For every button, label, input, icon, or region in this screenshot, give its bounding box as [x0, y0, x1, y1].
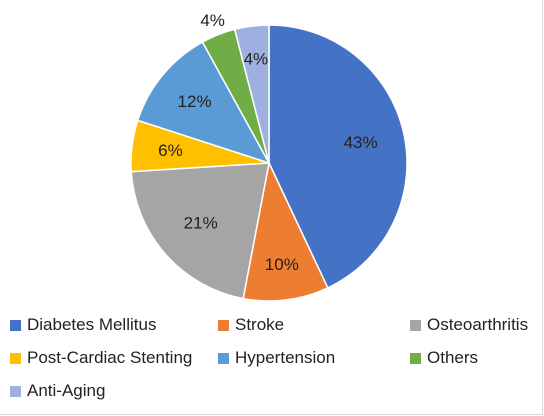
legend-swatch — [218, 352, 229, 364]
legend-item-post-cardiac-stenting: Post-Cardiac Stenting — [10, 347, 192, 369]
slice-label-osteoarthritis: 21% — [184, 214, 218, 233]
chart-legend: Diabetes Mellitus Stroke Osteoarthritis Pos… — [0, 310, 544, 414]
pie-slice-anti-aging — [233, 24, 270, 164]
legend-item-anti-aging: Anti-Aging — [10, 380, 105, 402]
legend-label: Others — [427, 348, 479, 367]
pie-slice-osteoarthritis — [130, 162, 270, 300]
legend-swatch — [218, 319, 229, 331]
legend-item-stroke: Stroke — [218, 314, 284, 336]
legend-item-hypertension: Hypertension — [218, 347, 335, 369]
legend-swatch — [410, 319, 421, 331]
legend-label: Anti-Aging — [27, 381, 106, 400]
pie-chart: 43% 10% 21% 6% 12% 4% 4% — [130, 11, 408, 302]
legend-label: Stroke — [235, 315, 285, 334]
legend-swatch — [10, 352, 21, 364]
legend-label: Hypertension — [235, 348, 336, 367]
slice-label-diabetes-mellitus: 43% — [344, 133, 378, 152]
pie-slice-stroke — [242, 160, 329, 302]
slice-label-anti-aging: 4% — [244, 49, 269, 68]
legend-swatch — [410, 352, 421, 364]
slice-label-stroke: 10% — [265, 255, 299, 274]
slice-label-hypertension: 12% — [178, 92, 212, 111]
legend-label: Post-Cardiac Stenting — [27, 348, 193, 367]
pie-slice-diabetes-mellitus — [268, 24, 408, 289]
legend-label: Diabetes Mellitus — [27, 315, 157, 334]
slice-label-post-cardiac-stenting: 6% — [158, 141, 183, 160]
legend-item-osteoarthritis: Osteoarthritis — [410, 314, 528, 336]
legend-swatch — [10, 385, 21, 397]
legend-item-others: Others — [410, 347, 478, 369]
legend-item-diabetes-mellitus: Diabetes Mellitus — [10, 314, 156, 336]
slice-label-others: 4% — [200, 11, 225, 30]
legend-swatch — [10, 319, 21, 331]
pie-slice-hypertension — [136, 41, 271, 165]
legend-label: Osteoarthritis — [427, 315, 529, 334]
